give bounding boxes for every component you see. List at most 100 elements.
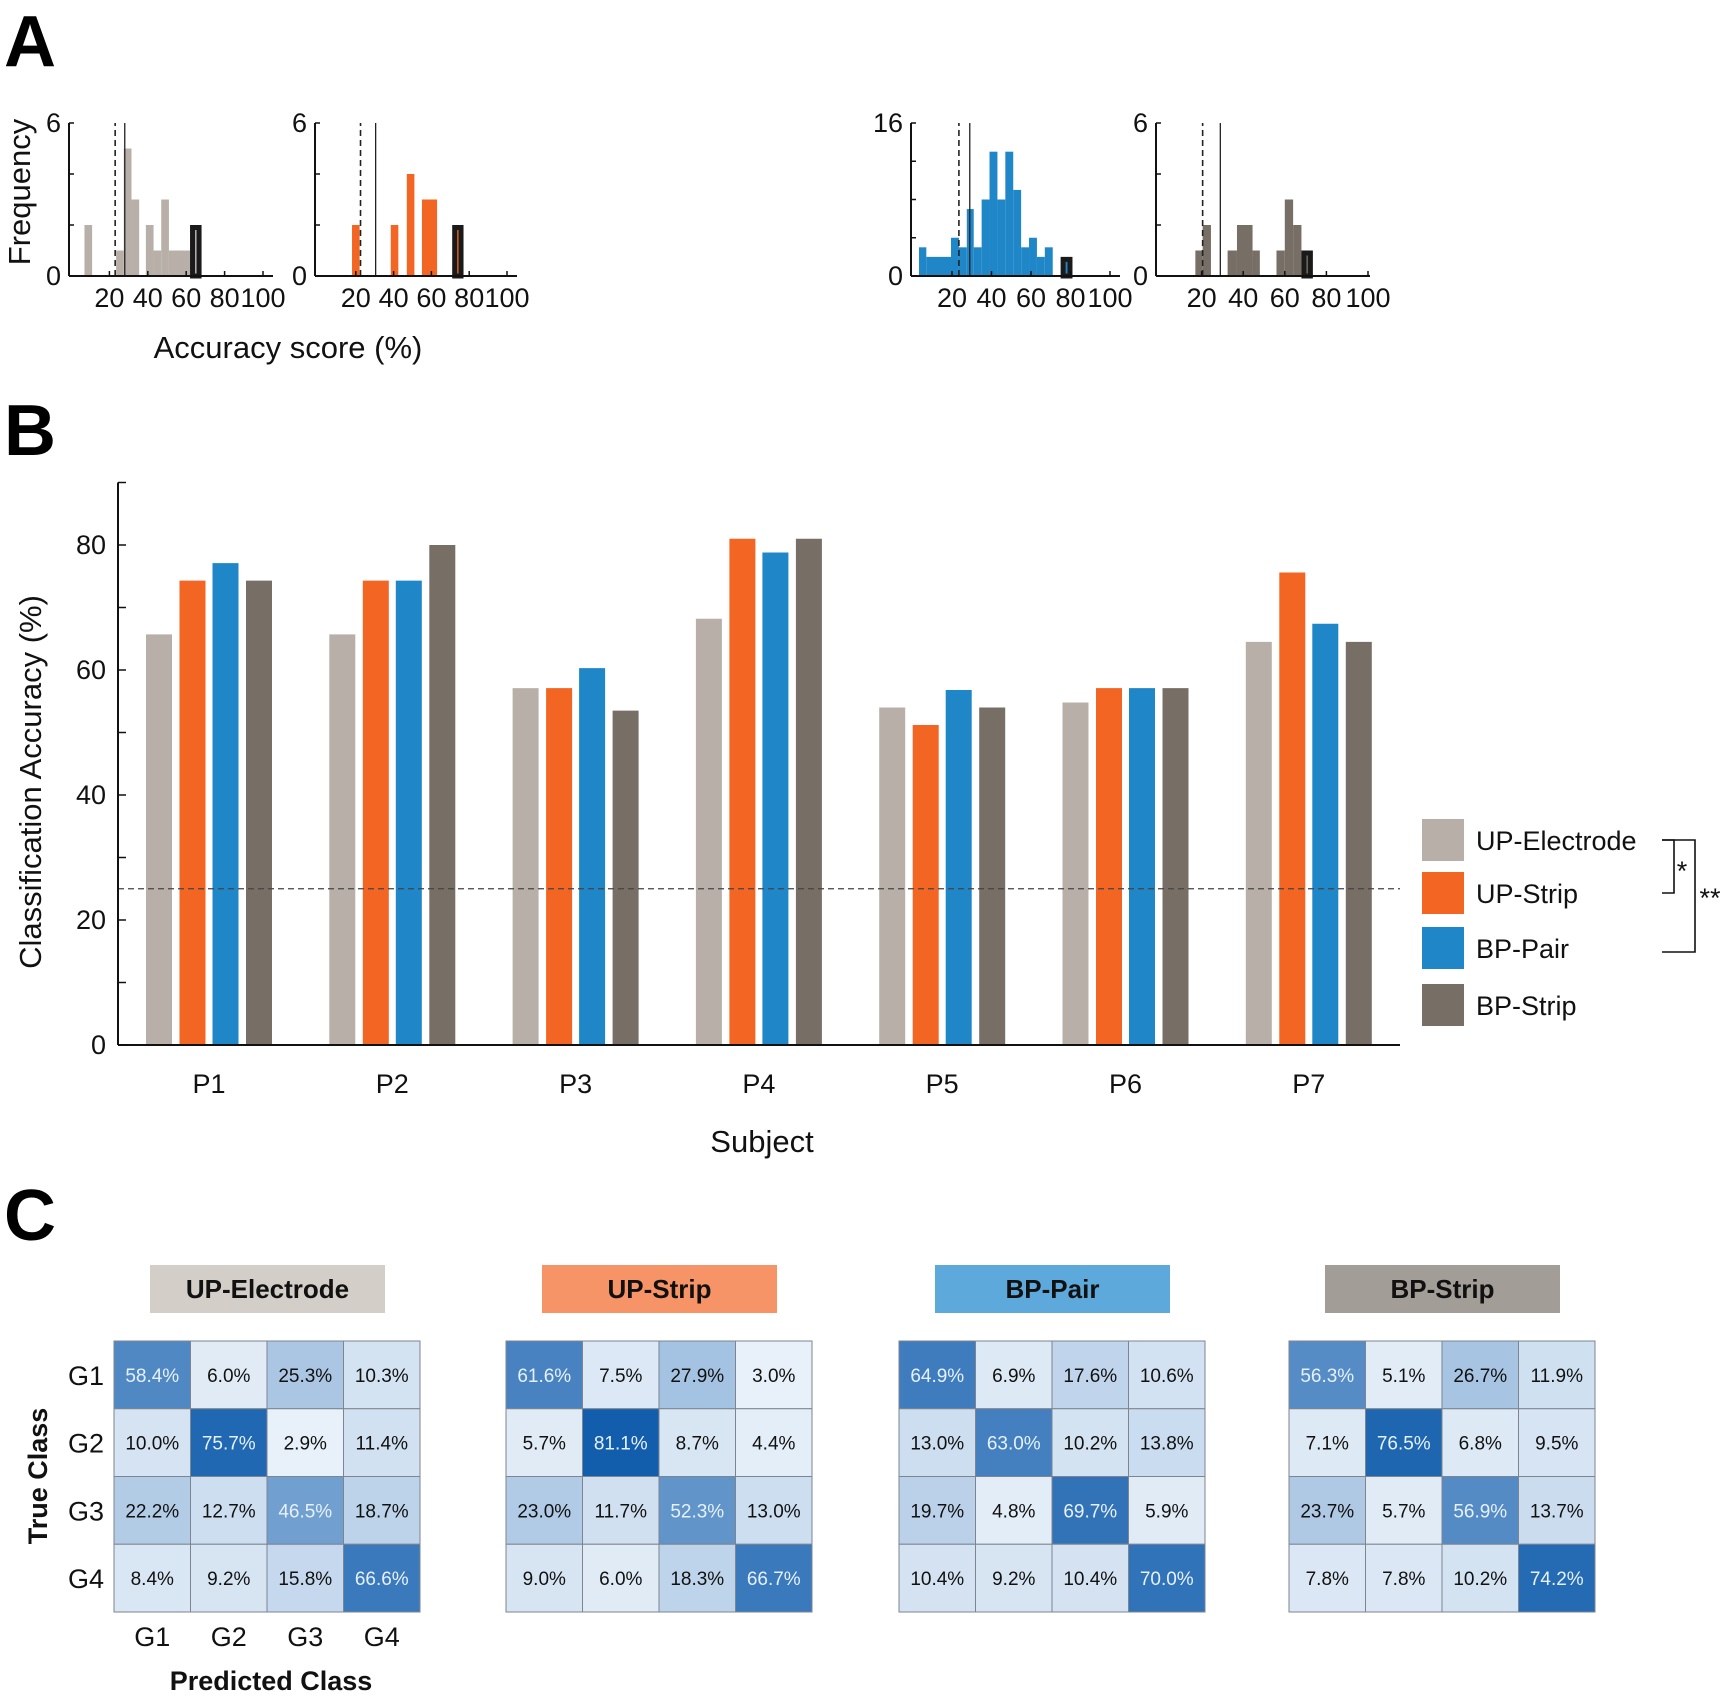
y-axis-label: Frequency — [2, 118, 37, 265]
confusion-cell-value: 7.8% — [1306, 1569, 1349, 1590]
confusion-cell-value: 81.1% — [594, 1434, 648, 1455]
histogram-bar — [926, 256, 952, 276]
significance-bracket — [1662, 839, 1696, 953]
confusion-cell-value: 8.7% — [676, 1434, 719, 1455]
confusion-cell — [1365, 1340, 1443, 1410]
legend-label: UP-Electrode — [1476, 826, 1637, 856]
confusion-cell — [1365, 1476, 1443, 1545]
confusion-cell-value: 6.0% — [599, 1569, 642, 1590]
confusion-cell-value: 6.0% — [207, 1366, 250, 1387]
x-tick-label: 60 — [171, 283, 201, 313]
confusion-cell-value: 6.8% — [1459, 1434, 1502, 1455]
y-tick-label: 0 — [888, 261, 903, 291]
confusion-cell — [735, 1340, 813, 1410]
histogram-bar — [161, 199, 169, 276]
legend-swatch-up-strip — [1422, 872, 1464, 914]
matrix-title-box — [935, 1265, 1170, 1313]
confusion-cell-value: 13.7% — [1530, 1501, 1584, 1522]
confusion-cell — [190, 1476, 268, 1545]
histogram-bar — [123, 148, 132, 276]
confusion-cell — [1128, 1340, 1206, 1410]
confusion-cell-value: 19.7% — [910, 1501, 964, 1522]
confusion-cell-value: 11.9% — [1531, 1366, 1584, 1387]
x-tick-label: 80 — [1311, 283, 1341, 313]
confusion-cell — [658, 1408, 736, 1477]
confusion-cell-value: 8.4% — [131, 1569, 174, 1590]
bar-bp-pair — [945, 690, 972, 1045]
bar-bp-strip — [246, 580, 272, 1045]
confusion-cell — [658, 1340, 736, 1410]
confusion-cell-value: 70.0% — [1140, 1569, 1194, 1590]
highlighted-histogram-bar — [1060, 256, 1073, 279]
histogram-bar — [1005, 151, 1014, 276]
bar-up-strip — [362, 580, 389, 1045]
confusion-cell-value: 56.3% — [1300, 1366, 1354, 1387]
confusion-cell — [1128, 1543, 1206, 1613]
confusion-cell-value: 46.5% — [278, 1501, 332, 1522]
histogram-bar — [1195, 250, 1203, 276]
x-tick-label: 40 — [1228, 283, 1258, 313]
confusion-cell — [1441, 1408, 1519, 1477]
confusion-cell — [582, 1476, 660, 1545]
legend-label: BP-Pair — [1476, 934, 1569, 964]
x-tick-label: P4 — [742, 1069, 775, 1099]
histogram-bar — [168, 250, 191, 276]
confusion-cell-value: 2.9% — [284, 1434, 327, 1455]
x-tick-label: 60 — [416, 283, 446, 313]
histogram-bar — [1284, 199, 1294, 276]
confusion-cell-value: 10.3% — [355, 1366, 409, 1387]
y-tick-label: 16 — [873, 108, 903, 138]
x-tick-label: 20 — [937, 283, 967, 313]
confusion-cell — [1128, 1476, 1206, 1545]
confusion-cell-value: 58.4% — [125, 1366, 179, 1387]
confusion-cell-value: 5.7% — [1382, 1501, 1425, 1522]
bar-up-electrode — [1062, 702, 1089, 1045]
legend-swatch-bp-pair — [1422, 927, 1464, 969]
bar-up-strip — [1096, 688, 1122, 1045]
legend-swatch-bp-strip — [1422, 984, 1464, 1026]
confusion-cell-value: 18.3% — [670, 1569, 724, 1590]
confusion-cell — [975, 1543, 1053, 1613]
y-tick-label: 20 — [76, 905, 106, 935]
legend-label: BP-Strip — [1476, 991, 1577, 1021]
x-axis-label: Predicted Class — [170, 1666, 373, 1696]
confusion-cell — [898, 1340, 976, 1410]
bar-bp-pair — [395, 580, 422, 1045]
confusion-cell-value: 7.5% — [599, 1366, 642, 1387]
confusion-cell — [1518, 1340, 1596, 1410]
bar-up-strip — [912, 725, 939, 1045]
confusion-cell-value: 12.7% — [202, 1501, 256, 1522]
confusion-cell — [113, 1476, 191, 1545]
confusion-cell-value: 63.0% — [987, 1434, 1041, 1455]
confusion-cell — [735, 1543, 813, 1613]
confusion-cell-value: 23.7% — [1300, 1501, 1354, 1522]
histogram-bar — [421, 199, 438, 276]
confusion-cell — [343, 1408, 421, 1477]
x-tick-label: 60 — [1270, 283, 1300, 313]
confusion-cell — [505, 1408, 583, 1477]
y-tick-label: 6 — [292, 108, 307, 138]
matrix-title-box — [542, 1265, 777, 1313]
confusion-cell-value: 23.0% — [517, 1501, 571, 1522]
confusion-cell-value: 75.7% — [202, 1434, 256, 1455]
histogram-bar — [390, 225, 399, 276]
confusion-cell-value: 3.0% — [752, 1366, 795, 1387]
significance-bracket — [1662, 839, 1675, 894]
matrix-title: BP-Strip — [1391, 1274, 1495, 1304]
matrix-title-box — [150, 1265, 385, 1313]
confusion-cell-value: 61.6% — [517, 1366, 571, 1387]
confusion-cell — [343, 1340, 421, 1410]
matrix-title-box — [1325, 1265, 1560, 1313]
confusion-cell-value: 9.0% — [523, 1569, 566, 1590]
confusion-cell-value: 5.1% — [1382, 1366, 1425, 1387]
y-tick-label: 0 — [1133, 261, 1148, 291]
confusion-cell — [266, 1476, 344, 1545]
y-tick-label: 40 — [76, 780, 106, 810]
confusion-cell-value: 18.7% — [355, 1501, 409, 1522]
confusion-cell — [658, 1476, 736, 1545]
histogram-bar — [84, 225, 93, 276]
confusion-cell — [266, 1408, 344, 1477]
x-tick-label: P3 — [559, 1069, 592, 1099]
confusion-cell — [582, 1408, 660, 1477]
y-tick-label: 0 — [292, 261, 307, 291]
